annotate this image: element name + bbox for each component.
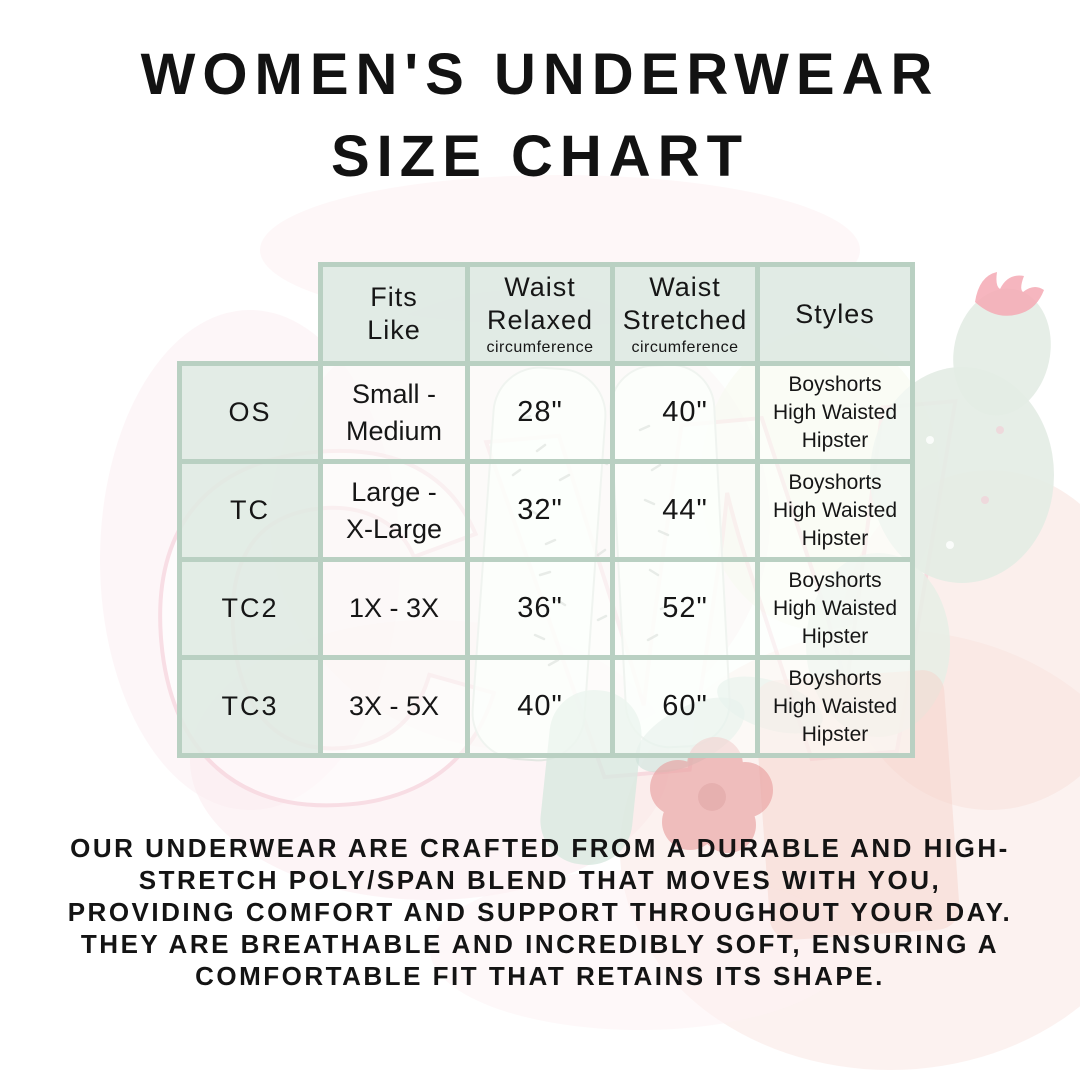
waist-relaxed-cell: 28": [465, 361, 615, 464]
size-label-cell: OS: [177, 361, 323, 464]
size-chart-table: Fits Like Waist Relaxed circumference Wa…: [177, 262, 915, 758]
product-description: OUR UNDERWEAR ARE CRAFTED FROM A DURABLE…: [67, 833, 1013, 991]
fits-like-cell: 3X - 5X: [318, 655, 470, 758]
column-header-styles: Styles: [755, 262, 915, 366]
waist-relaxed-cell: 40": [465, 655, 615, 758]
page-title: WOMEN'S UNDERWEAR SIZE CHART: [140, 42, 940, 189]
table-row-tc: TC Large - X-Large 32" 44" Boyshorts Hig…: [177, 459, 915, 562]
table-row-tc3: TC3 3X - 5X 40" 60" Boyshorts High Waist…: [177, 655, 915, 758]
column-header-label: Fits Like: [367, 282, 421, 345]
size-label-cell: TC3: [177, 655, 323, 758]
column-header-label: Waist Stretched: [622, 272, 748, 335]
column-header-waist-relaxed: Waist Relaxed circumference: [465, 262, 615, 366]
styles-cell: Boyshorts High Waisted Hipster: [755, 361, 915, 464]
waist-stretched-cell: 60": [610, 655, 760, 758]
column-header-sub: circumference: [486, 339, 594, 356]
header-row: Fits Like Waist Relaxed circumference Wa…: [180, 262, 915, 366]
size-label-cell: TC: [177, 459, 323, 562]
waist-relaxed-cell: 32": [465, 459, 615, 562]
column-header-waist-stretched: Waist Stretched circumference: [610, 262, 760, 366]
column-header-fits-like: Fits Like: [318, 262, 470, 366]
waist-stretched-cell: 40": [610, 361, 760, 464]
column-header-label: Styles: [795, 298, 875, 329]
styles-cell: Boyshorts High Waisted Hipster: [755, 459, 915, 562]
column-header-sub: circumference: [631, 339, 739, 356]
fits-like-cell: Large - X-Large: [318, 459, 470, 562]
corner-cell: [180, 265, 321, 364]
styles-cell: Boyshorts High Waisted Hipster: [755, 655, 915, 758]
fits-like-cell: 1X - 3X: [318, 557, 470, 660]
table-row-tc2: TC2 1X - 3X 36" 52" Boyshorts High Waist…: [177, 557, 915, 660]
styles-cell: Boyshorts High Waisted Hipster: [755, 557, 915, 660]
size-label-cell: TC2: [177, 557, 323, 660]
waist-stretched-cell: 52": [610, 557, 760, 660]
table-row-os: OS Small - Medium 28" 40" Boyshorts High…: [177, 361, 915, 464]
waist-stretched-cell: 44": [610, 459, 760, 562]
column-header-label: Waist Relaxed: [486, 272, 594, 335]
waist-relaxed-cell: 36": [465, 557, 615, 660]
fits-like-cell: Small - Medium: [318, 361, 470, 464]
cactus-flower: [975, 272, 1044, 316]
